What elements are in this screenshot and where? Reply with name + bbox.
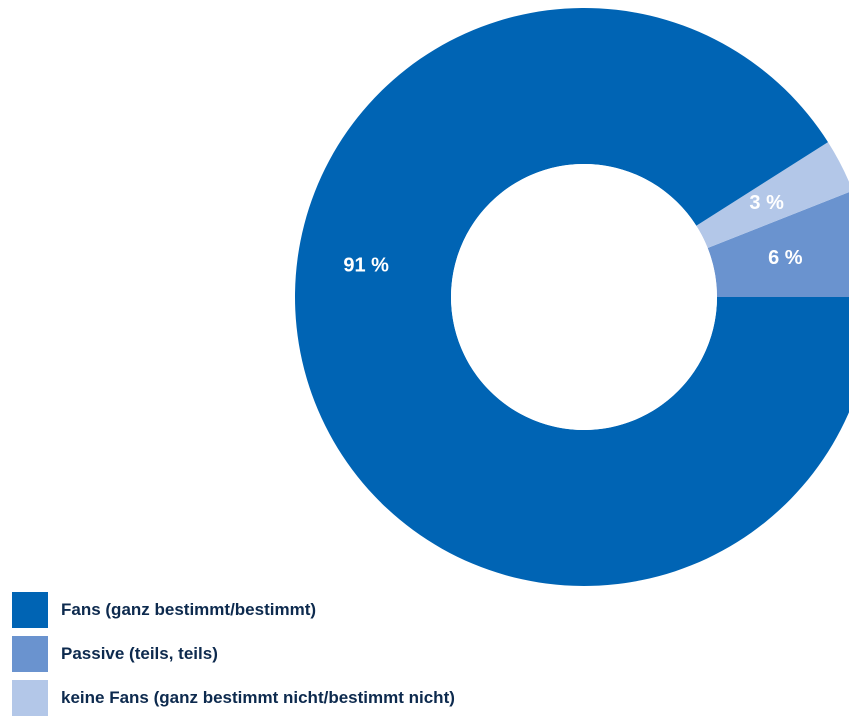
- legend-item-passive: Passive (teils, teils): [12, 636, 455, 672]
- legend: Fans (ganz bestimmt/bestimmt) Passive (t…: [12, 592, 455, 724]
- legend-swatch-fans: [12, 592, 48, 628]
- slice-label-no-fans: 3 %: [749, 192, 784, 214]
- slice-passive: [707, 192, 849, 297]
- legend-label-no-fans: keine Fans (ganz bestimmt nicht/bestimmt…: [61, 688, 455, 707]
- slice-no-fans: [696, 142, 849, 249]
- donut-hole: [451, 164, 717, 430]
- legend-label-fans: Fans (ganz bestimmt/bestimmt): [61, 600, 317, 619]
- slices-layer: [295, 8, 849, 586]
- legend-swatch-no-fans: [12, 680, 48, 716]
- slice-fans: [295, 8, 849, 586]
- legend-label-passive: Passive (teils, teils): [61, 644, 218, 663]
- donut-chart: 6 % 3 % 91 %: [295, 8, 849, 586]
- legend-swatch-passive: [12, 636, 48, 672]
- slice-label-fans: 91 %: [343, 255, 389, 277]
- slice-label-passive: 6 %: [768, 247, 803, 269]
- labels-layer: 6 % 3 % 91 %: [343, 192, 802, 276]
- legend-item-fans: Fans (ganz bestimmt/bestimmt): [12, 592, 455, 628]
- legend-item-no-fans: keine Fans (ganz bestimmt nicht/bestimmt…: [12, 680, 455, 716]
